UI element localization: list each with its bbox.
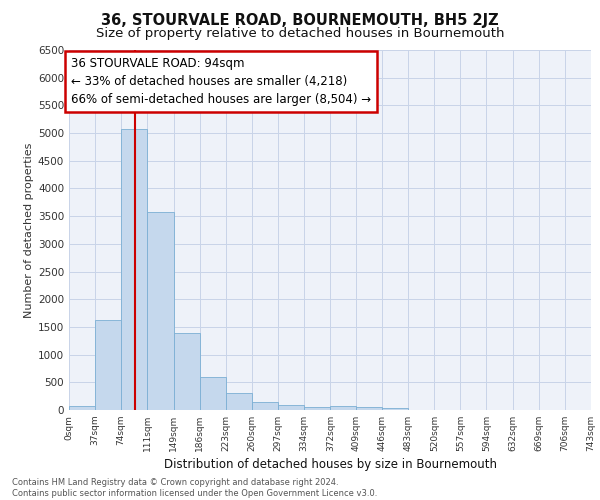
X-axis label: Distribution of detached houses by size in Bournemouth: Distribution of detached houses by size … (163, 458, 497, 471)
Text: Contains HM Land Registry data © Crown copyright and database right 2024.
Contai: Contains HM Land Registry data © Crown c… (12, 478, 377, 498)
Bar (121, 129, 147, 410)
Bar (173, 333, 200, 410)
Text: 36, STOURVALE ROAD, BOURNEMOUTH, BH5 2JZ: 36, STOURVALE ROAD, BOURNEMOUTH, BH5 2JZ (101, 12, 499, 28)
Bar (200, 377, 226, 410)
Text: Size of property relative to detached houses in Bournemouth: Size of property relative to detached ho… (96, 28, 504, 40)
Bar (69, 406, 95, 410)
Bar (147, 212, 173, 410)
Bar (304, 407, 331, 410)
Text: 36 STOURVALE ROAD: 94sqm
← 33% of detached houses are smaller (4,218)
66% of sem: 36 STOURVALE ROAD: 94sqm ← 33% of detach… (71, 56, 371, 106)
Bar (226, 393, 251, 410)
Bar (331, 406, 356, 410)
Bar (278, 405, 304, 410)
Bar (95, 320, 121, 410)
Bar (382, 408, 409, 410)
Bar (251, 402, 278, 410)
Bar (356, 407, 382, 410)
Y-axis label: Number of detached properties: Number of detached properties (24, 142, 34, 318)
